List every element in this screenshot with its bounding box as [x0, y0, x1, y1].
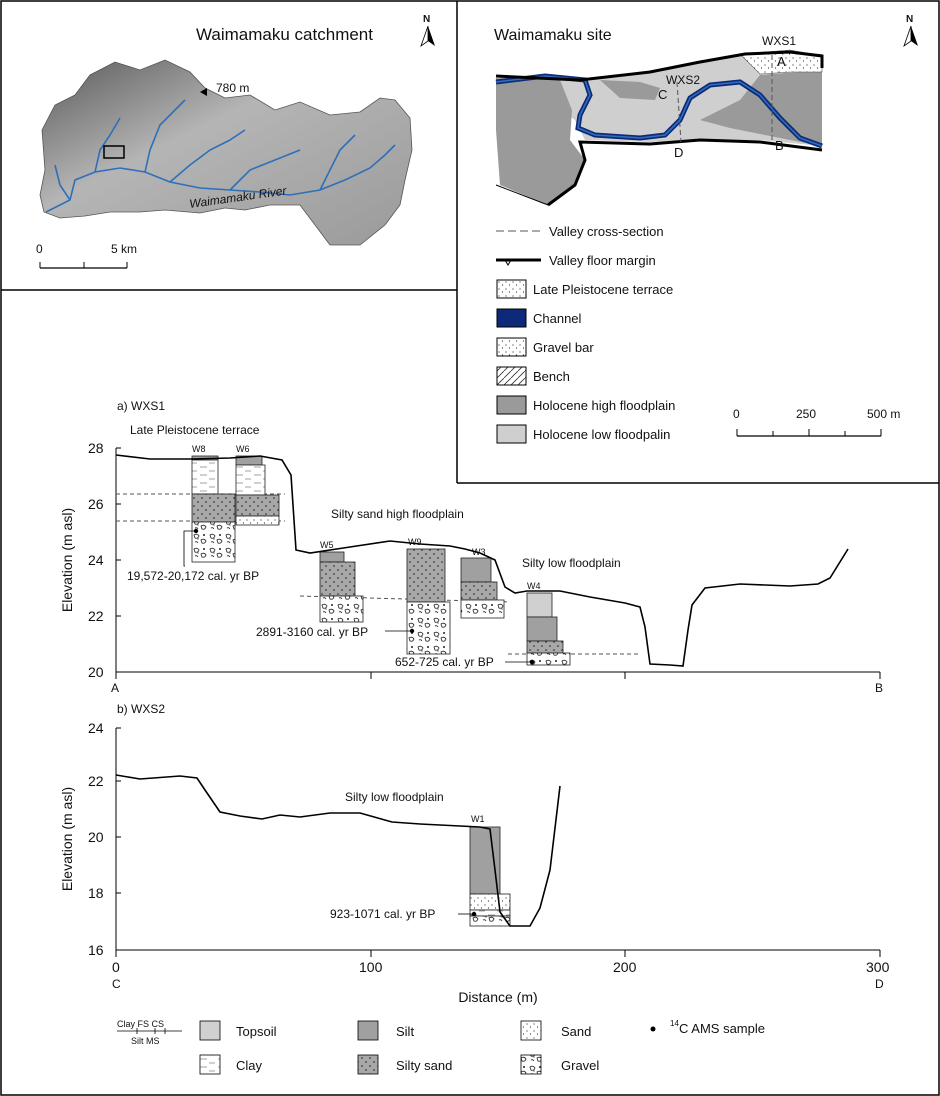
wxs1-date-1: 19,572-20,172 cal. yr BP	[127, 569, 259, 583]
wxs1-unit-terrace: Late Pleistocene terrace	[130, 423, 260, 437]
site-label-wxs2: WXS2	[666, 73, 700, 87]
svg-text:18: 18	[88, 885, 104, 901]
legend-gravel: Gravel	[561, 1058, 599, 1073]
ams-sample-icon	[409, 628, 415, 634]
svg-text:22: 22	[88, 608, 104, 624]
legend-low-floodplain: Holocene low floodpalin	[533, 427, 670, 442]
legend-cross-section: Valley cross-section	[549, 224, 664, 239]
svg-text:300: 300	[866, 959, 890, 975]
catchment-scale-bar: 0 5 km	[36, 242, 137, 269]
wxs1-unit-low: Silty low floodplain	[522, 556, 621, 570]
legend-floor-margin: Valley floor margin	[549, 253, 656, 268]
svg-text:200: 200	[613, 959, 637, 975]
legend-sand: Sand	[561, 1024, 591, 1039]
svg-text:C: C	[112, 977, 121, 991]
svg-text:N: N	[906, 14, 913, 25]
wxs2-core	[469, 826, 511, 927]
svg-text:24: 24	[88, 720, 104, 736]
core-w1: W1	[471, 814, 485, 824]
svg-text:24: 24	[88, 552, 104, 568]
core-w9: W9	[408, 537, 422, 547]
svg-text:0: 0	[733, 407, 740, 421]
site-north-arrow-icon: N	[903, 14, 918, 48]
site-scale-bar: 0 250 500 m	[733, 407, 900, 437]
core-w4: W4	[527, 581, 541, 591]
svg-text:100: 100	[359, 959, 383, 975]
legend-channel: Channel	[533, 311, 582, 326]
wxs1-date-2: 2891-3160 cal. yr BP	[256, 625, 368, 639]
wxs2-profile	[115, 774, 561, 927]
ams-sample-icon	[471, 911, 477, 917]
site-label-d: D	[674, 145, 683, 160]
core-w8: W8	[192, 444, 206, 454]
legend-silty-sand: Silty sand	[396, 1058, 452, 1073]
peak-marker-icon	[200, 88, 207, 96]
site-label-a: A	[777, 54, 786, 69]
svg-text:D: D	[875, 977, 884, 991]
site-label-c: C	[658, 87, 667, 102]
ams-sample-icon	[529, 659, 535, 665]
wxs1-cores	[191, 455, 571, 666]
site-map: Waimamaku site N WXS1 A B WXS2 C D	[494, 14, 918, 207]
svg-text:250: 250	[796, 407, 816, 421]
legend-ams: C AMS sample	[679, 1021, 765, 1036]
legend-bench: Bench	[533, 369, 570, 384]
wxs1-ylabel: Elevation (m asl)	[59, 508, 75, 612]
svg-text:26: 26	[88, 496, 104, 512]
svg-text:28: 28	[88, 440, 104, 456]
catchment-rivers	[45, 99, 396, 213]
grain-scale-bottom: Silt MS	[131, 1036, 160, 1046]
svg-text:20: 20	[88, 829, 104, 845]
site-locator-box	[103, 145, 125, 159]
legend-ams-sup: 14	[670, 1019, 679, 1028]
svg-text:B: B	[875, 681, 883, 695]
site-label-wxs1: WXS1	[762, 34, 796, 48]
legend-gravel-bar: Gravel bar	[533, 340, 594, 355]
wxs2-section: b) WXS2 24 22 20 18 16 0 100 200 300 C D…	[59, 702, 890, 1005]
north-arrow-icon: N	[420, 14, 435, 48]
svg-text:20: 20	[88, 664, 104, 680]
svg-text:0: 0	[36, 242, 43, 256]
svg-text:22: 22	[88, 773, 104, 789]
legend-terrace: Late Pleistocene terrace	[533, 282, 673, 297]
site-legend: Valley cross-section Valley floor margin…	[496, 224, 900, 444]
catchment-relief	[39, 59, 413, 246]
svg-text:N: N	[423, 14, 430, 25]
svg-text:0: 0	[112, 959, 120, 975]
site-label-b: B	[775, 138, 784, 153]
wxs1-profile	[115, 454, 849, 667]
svg-text:16: 16	[88, 942, 104, 958]
wxs2-panel-label: b) WXS2	[117, 702, 165, 716]
core-w5: W5	[320, 540, 334, 550]
wxs2-xlabel: Distance (m)	[458, 989, 537, 1005]
bottom-legend: Clay FS CS Silt MS Topsoil Clay Silt Sil…	[117, 1019, 765, 1075]
legend-clay: Clay	[236, 1058, 263, 1073]
core-w6: W6	[236, 444, 250, 454]
wxs1-unit-high: Silty sand high floodplain	[331, 507, 464, 521]
wxs1-section: a) WXS1 Late Pleistocene terrace Silty s…	[59, 399, 883, 695]
site-title: Waimamaku site	[494, 27, 612, 44]
ams-sample-icon	[650, 1026, 656, 1032]
svg-text:500 m: 500 m	[867, 407, 900, 421]
peak-label: 780 m	[216, 81, 249, 95]
legend-high-floodplain: Holocene high floodplain	[533, 398, 675, 413]
wxs1-date-3: 652-725 cal. yr BP	[395, 655, 494, 669]
wxs2-unit-low: Silty low floodplain	[345, 790, 444, 804]
wxs2-ylabel: Elevation (m asl)	[59, 787, 75, 891]
svg-text:A: A	[111, 681, 119, 695]
wxs1-panel-label: a) WXS1	[117, 399, 165, 413]
catchment-title: Waimamaku catchment	[196, 25, 373, 44]
legend-topsoil: Topsoil	[236, 1024, 277, 1039]
legend-silt: Silt	[396, 1024, 414, 1039]
svg-text:5 km: 5 km	[111, 242, 137, 256]
grain-scale-top: Clay FS CS	[117, 1019, 164, 1029]
catchment-map: Waimamaku catchment N 780 m Waimamaku Ri…	[36, 14, 435, 269]
wxs2-date: 923-1071 cal. yr BP	[330, 907, 435, 921]
